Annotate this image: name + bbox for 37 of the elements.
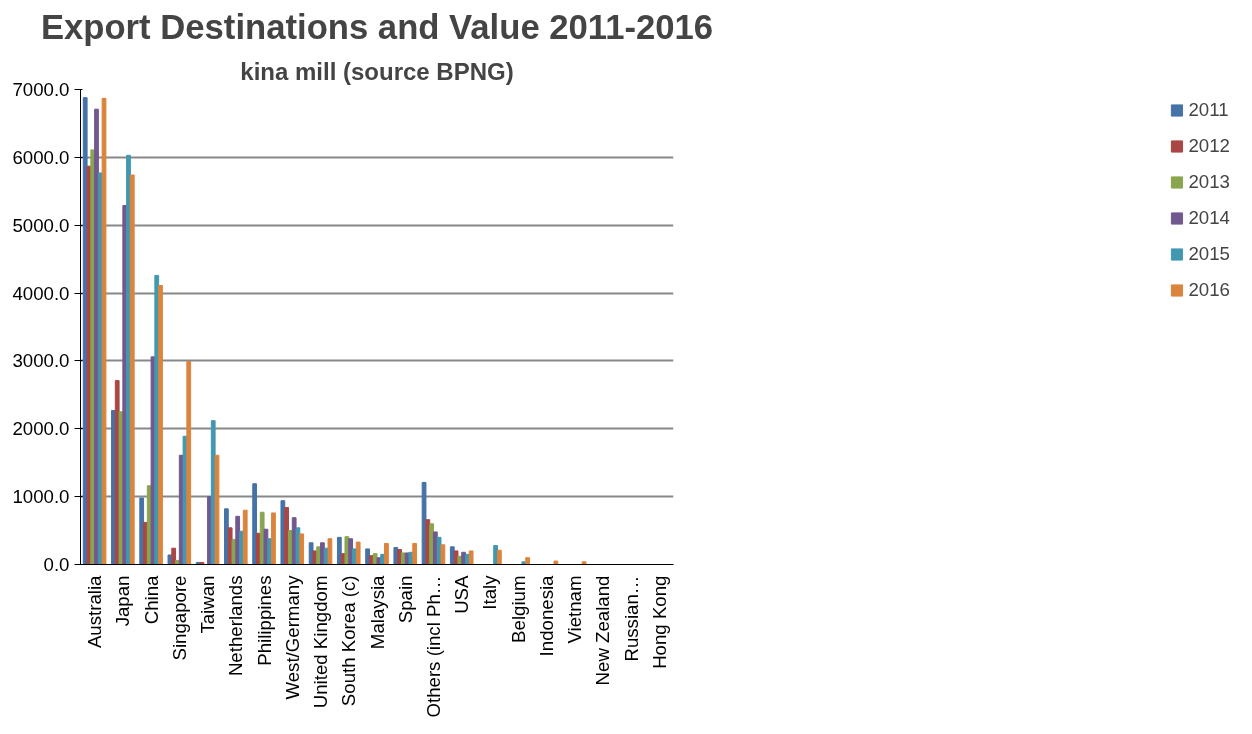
y-tick-label: 5000.0 <box>12 214 70 236</box>
x-tick-label: United Kingdom <box>310 575 332 709</box>
y-tick-label: 2000.0 <box>12 418 70 440</box>
legend-label: 2012 <box>1188 135 1230 157</box>
x-tick-label: West/Germany <box>281 574 303 700</box>
y-tick-label: 0.0 <box>43 554 70 575</box>
legend-label: 2013 <box>1188 171 1230 193</box>
chart-subtitle: kina mill (source BPNG) <box>240 57 514 85</box>
x-tick-label: Indonesia <box>535 574 557 657</box>
x-tick-label: South Korea (c) <box>338 575 360 707</box>
x-tick-label: Others (incl Ph… <box>422 575 444 718</box>
x-tick-label: Netherlands <box>225 575 247 677</box>
x-tick-label: Italy <box>479 574 501 610</box>
y-tick-label: 6000.0 <box>12 146 70 168</box>
x-tick-label: Vietnam <box>564 575 586 644</box>
y-tick-label: 3000.0 <box>12 350 70 372</box>
x-tick-label: Russian… <box>620 575 642 662</box>
y-tick-label: 1000.0 <box>12 486 70 508</box>
x-tick-label: Philippines <box>253 575 275 666</box>
x-tick-label: Singapore <box>168 575 190 661</box>
x-tick-label: Australia <box>84 574 106 649</box>
x-tick-label: Malaysia <box>366 574 388 650</box>
x-tick-label: Hong Kong <box>648 575 670 669</box>
y-tick-label: 4000.0 <box>12 282 70 304</box>
y-tick-label: 7000.0 <box>12 79 70 100</box>
legend-label: 2011 <box>1188 99 1229 121</box>
x-tick-label: New Zealand <box>592 575 614 686</box>
chart-title: Export Destinations and Value 2011-2016 <box>40 7 714 46</box>
legend-label: 2014 <box>1188 207 1230 229</box>
x-tick-label: Belgium <box>507 575 529 643</box>
x-tick-label: USA <box>451 574 473 614</box>
x-tick-label: China <box>140 574 162 625</box>
x-tick-label: Taiwan <box>197 575 219 634</box>
legend-label: 2015 <box>1188 243 1230 265</box>
x-tick-label: Japan <box>112 575 134 627</box>
x-tick-label: Spain <box>394 575 416 624</box>
legend-label: 2016 <box>1188 279 1230 301</box>
